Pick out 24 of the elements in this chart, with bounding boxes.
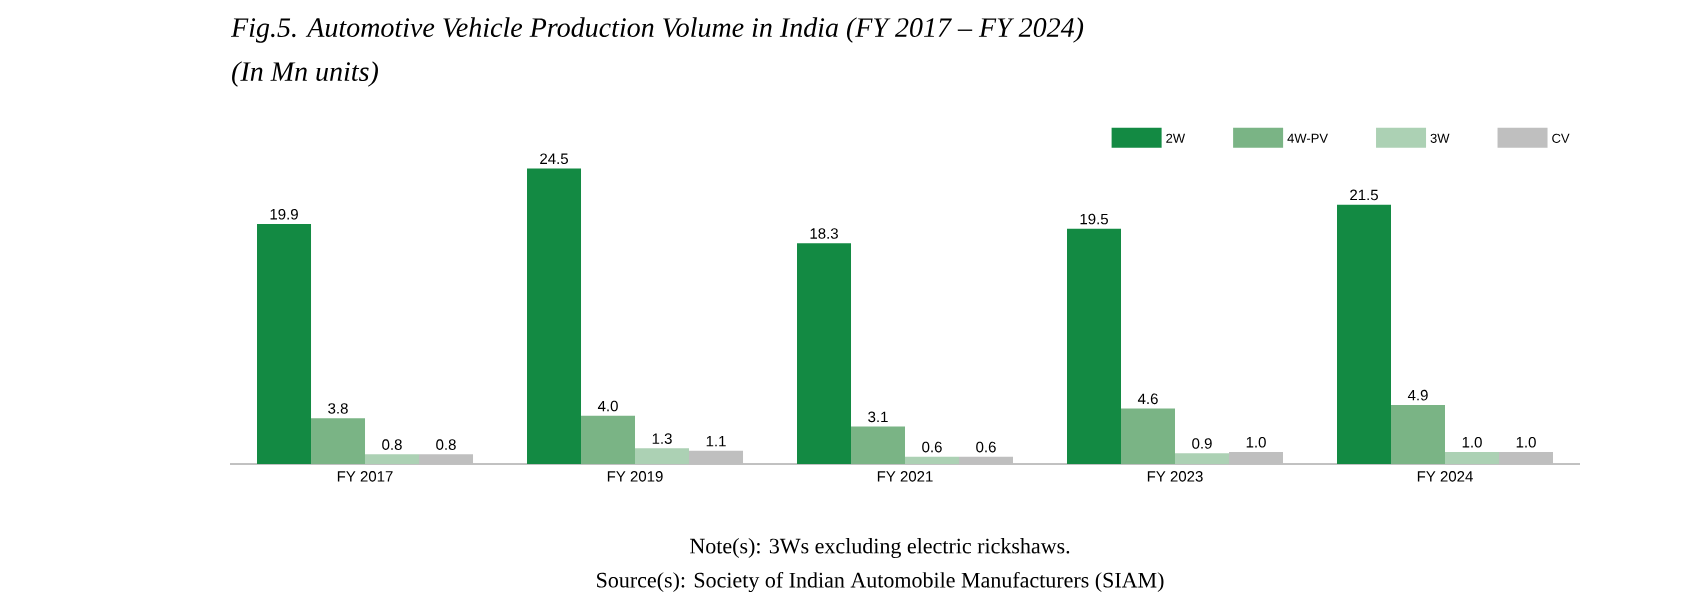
bar bbox=[581, 415, 636, 465]
bar bbox=[959, 456, 1014, 465]
bar bbox=[635, 448, 690, 465]
bar bbox=[1067, 228, 1122, 465]
bar bbox=[1121, 408, 1175, 465]
bar bbox=[311, 418, 366, 465]
text: Note(s): 3Ws excluding electric rickshaws. bbox=[690, 538, 1070, 558]
bar bbox=[419, 454, 474, 465]
bar bbox=[1391, 404, 1445, 465]
bar bbox=[365, 454, 420, 465]
bar bbox=[1499, 451, 1553, 465]
bar bbox=[851, 426, 906, 465]
bar bbox=[689, 450, 744, 465]
chart-subtitle: (In Mn units) bbox=[232, 61, 378, 87]
bar bbox=[1445, 451, 1500, 465]
bar bbox=[1175, 453, 1230, 465]
bar bbox=[905, 456, 959, 465]
bar bbox=[1337, 204, 1391, 465]
bar bbox=[1229, 451, 1284, 465]
bar bbox=[797, 243, 852, 465]
bar bbox=[527, 168, 582, 465]
bar bbox=[257, 223, 312, 465]
chart-title: Fig.5. Automotive Vehicle Production Volume in India (FY 2017 – FY 2024) bbox=[230, 17, 1084, 43]
source-note: Source(s): Society of Indian Automobile Manufacturers (SIAM) bbox=[597, 571, 1164, 593]
